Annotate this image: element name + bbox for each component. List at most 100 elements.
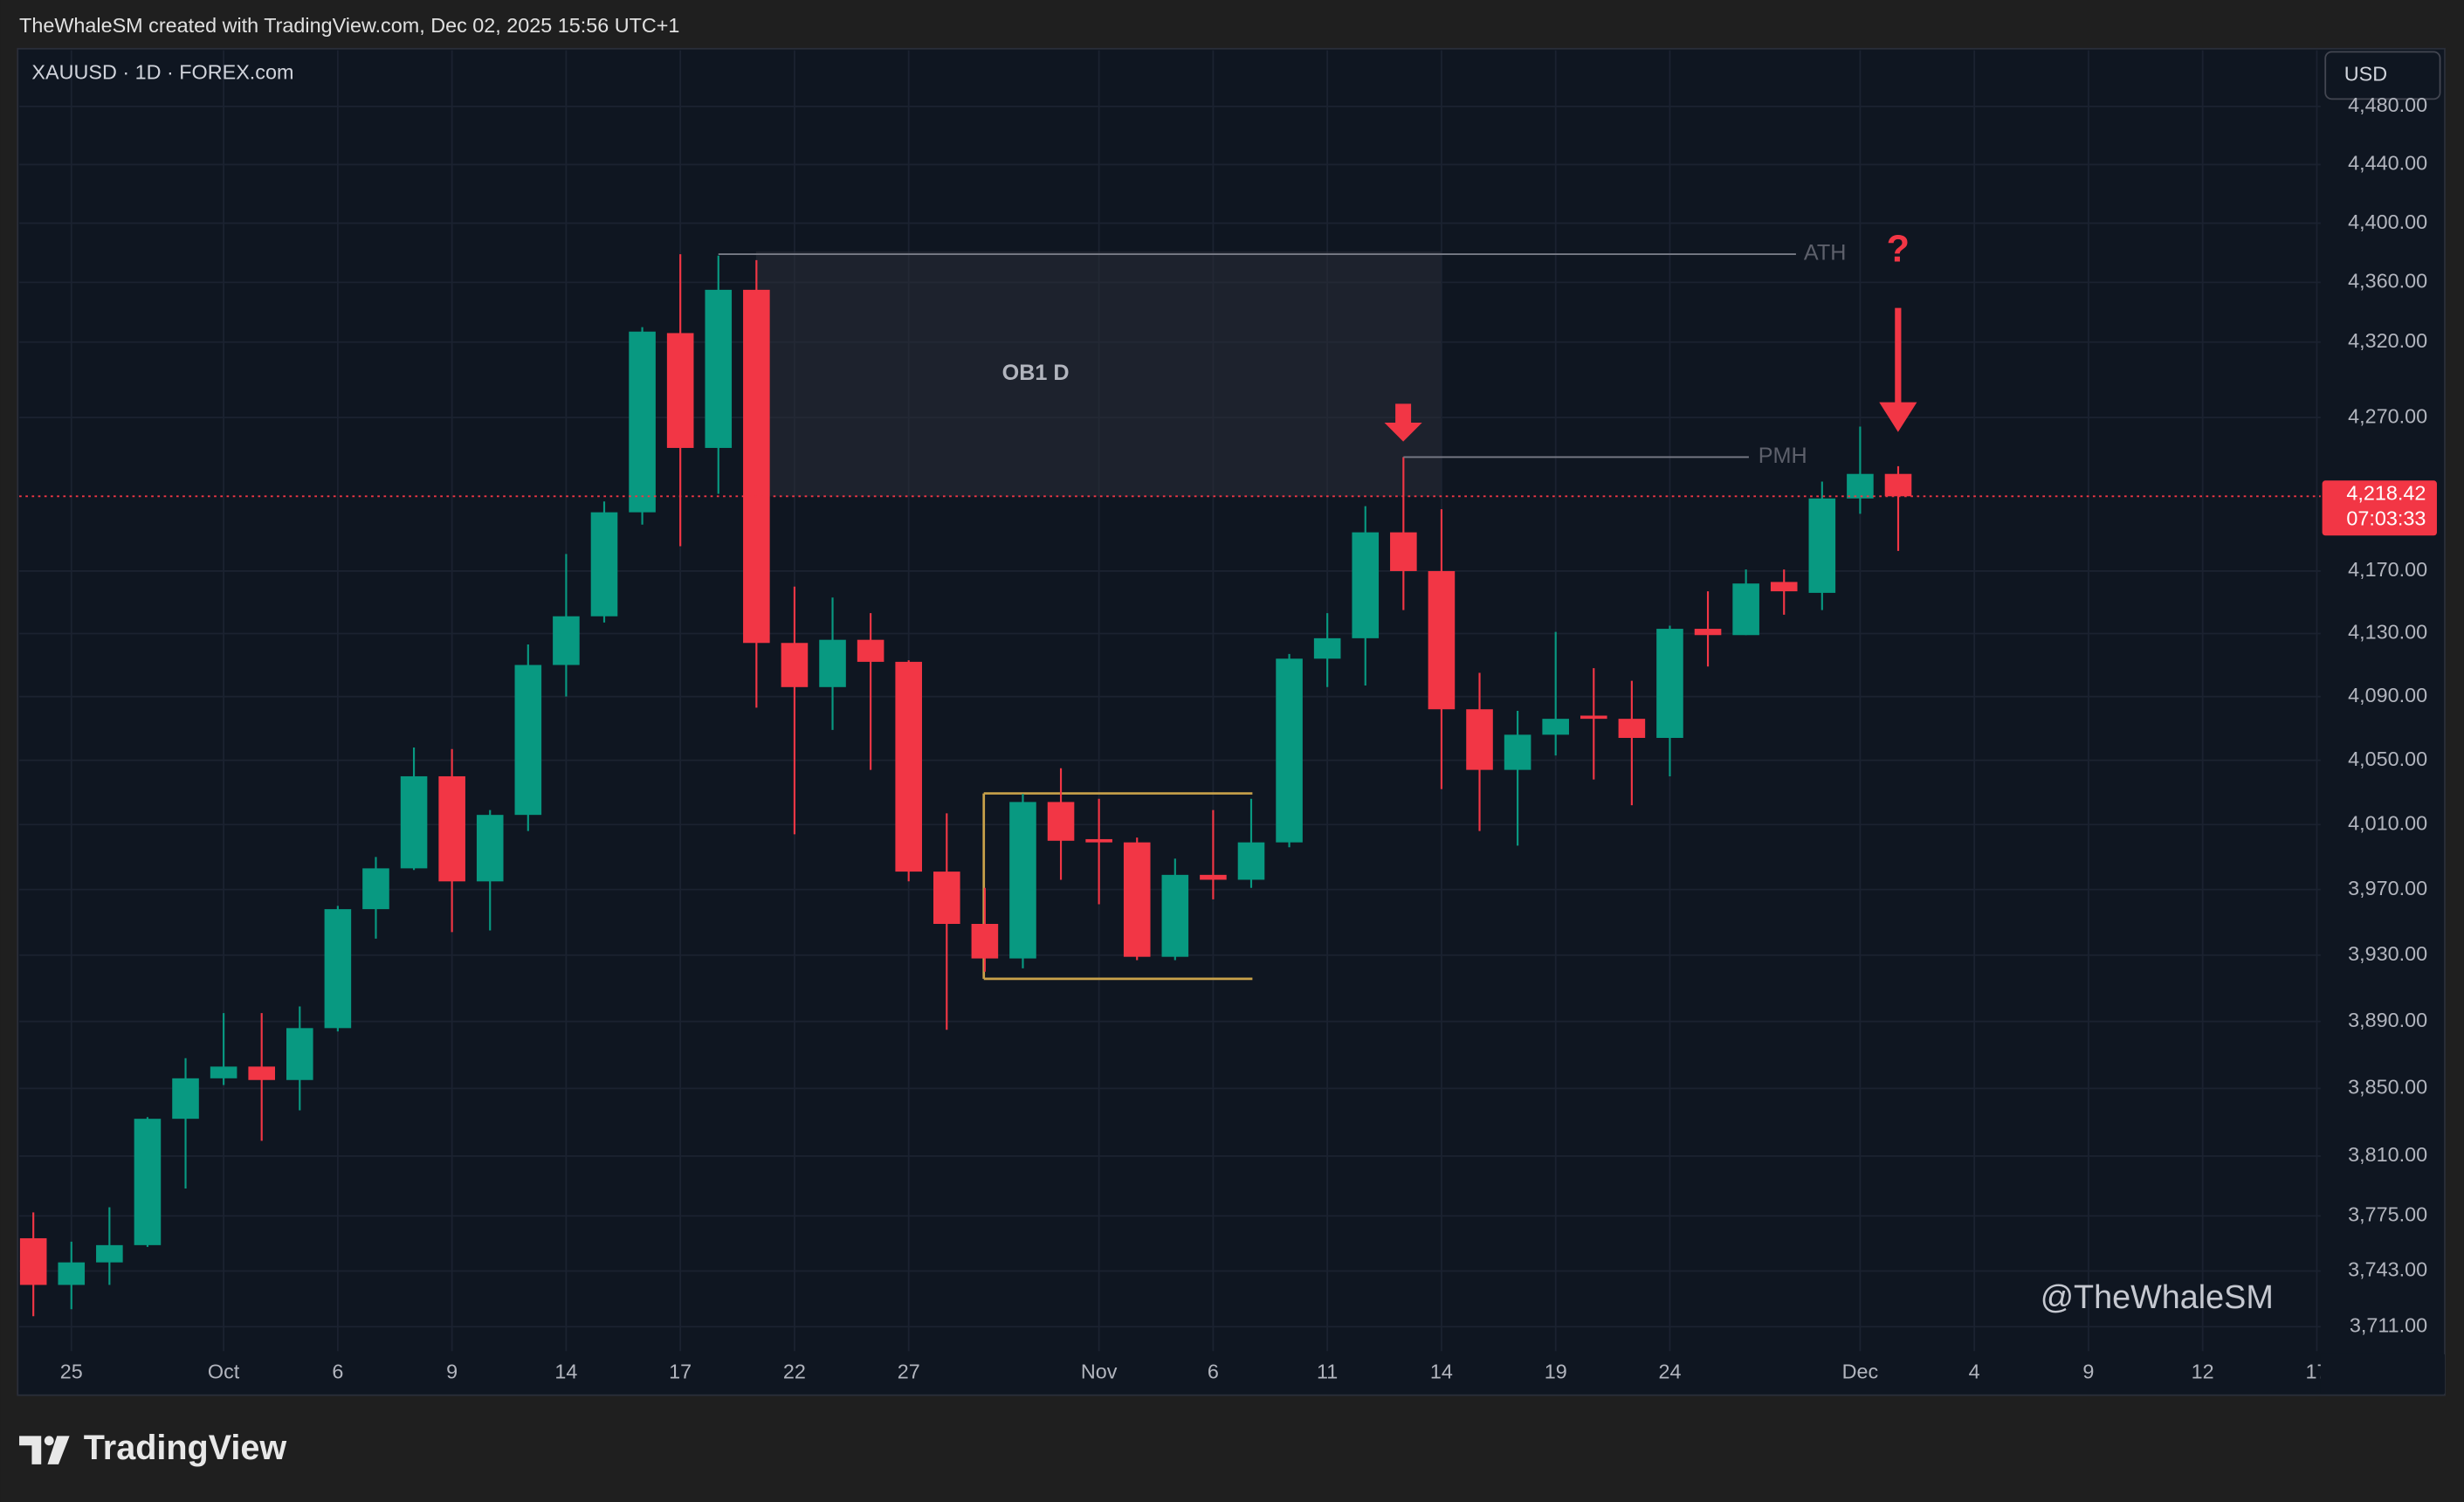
candle-body	[1390, 532, 1417, 571]
candle-body	[1085, 838, 1112, 843]
candle-body	[210, 1066, 237, 1078]
pmh-label: PMH	[1759, 444, 1807, 468]
candle-body	[1542, 719, 1569, 735]
candle-body	[134, 1119, 162, 1245]
x-tick-label: 17	[669, 1361, 692, 1383]
candle-body	[1276, 658, 1303, 843]
candle-body	[286, 1028, 313, 1080]
candle-body	[1808, 498, 1836, 593]
annotations: ATH PMH	[718, 241, 1846, 468]
header: TheWhaleSM created with TradingView.com,…	[19, 14, 679, 37]
currency[interactable]: USD	[2344, 63, 2387, 86]
candle-body	[1504, 734, 1531, 770]
y-tick-label: 3,970.00	[2348, 877, 2427, 899]
ob-zone	[755, 251, 1442, 497]
x-tick-label: Oct	[208, 1361, 240, 1383]
x-tick-label: Dec	[1842, 1361, 1879, 1383]
y-tick-label: 4,010.00	[2348, 811, 2427, 834]
logo-dot	[44, 1436, 54, 1446]
x-tick-label: 6	[332, 1361, 343, 1383]
candles	[19, 254, 2321, 1317]
candle-body	[1123, 842, 1151, 957]
question-mark: ?	[1887, 228, 1910, 270]
candle-body	[514, 665, 542, 816]
x-tick-label: 12	[2192, 1361, 2214, 1383]
candle-body	[1352, 532, 1380, 638]
symbol: XAUUSD · 1D · FOREX.com	[31, 61, 293, 84]
candle-body	[19, 1237, 47, 1285]
y-tick-label: 4,270.00	[2348, 404, 2427, 427]
candle-body	[666, 333, 694, 448]
y-tick-label: 4,130.00	[2348, 621, 2427, 644]
candle-body	[895, 661, 922, 872]
y-tick-label: 4,090.00	[2348, 684, 2427, 706]
candle-body	[58, 1262, 86, 1285]
last-price-label: 4,218.42	[2346, 482, 2426, 505]
x-tick-label: 11	[1317, 1361, 1338, 1383]
candle-body	[248, 1066, 275, 1080]
y-tick-label: 3,890.00	[2348, 1009, 2427, 1031]
countdown: 07:03:33	[2346, 506, 2426, 529]
candle-body	[1618, 719, 1646, 739]
candle-body	[1847, 473, 1874, 499]
ath-label: ATH	[1804, 241, 1846, 265]
chart-panel	[17, 47, 2446, 1396]
candle-body	[553, 616, 580, 665]
y-tick-label: 4,440.00	[2348, 152, 2427, 175]
x-tick-label: 4	[1969, 1361, 1980, 1383]
y-tick-label: 3,850.00	[2348, 1076, 2427, 1099]
candle-body	[1428, 570, 1456, 710]
candle-body	[1200, 874, 1227, 880]
candle-body	[1770, 582, 1798, 592]
candle-body	[1694, 629, 1722, 636]
x-tick-label: 22	[783, 1361, 806, 1383]
y-tick-label: 3,711.00	[2350, 1313, 2427, 1336]
candle-body	[1047, 802, 1075, 841]
candle-body	[1884, 473, 1912, 497]
candle-body	[1313, 637, 1341, 659]
candle-body	[629, 331, 656, 513]
candle-body	[1009, 802, 1036, 959]
candle-body	[743, 289, 770, 644]
watermark: @TheWhaleSM	[2041, 1279, 2274, 1316]
y-tick-label: 3,775.00	[2348, 1203, 2427, 1226]
candle-body	[1237, 842, 1265, 880]
currency-button[interactable]	[2324, 51, 2441, 100]
big-arrow	[1879, 307, 1917, 432]
x-tick-label: 14	[554, 1361, 577, 1383]
candle-body	[400, 775, 428, 869]
candle-body	[476, 815, 504, 882]
brand-logo: TradingView	[19, 1429, 286, 1467]
ob-label: OB1 D	[1002, 361, 1070, 385]
candle-body	[971, 924, 999, 959]
y-tick-label: 4,360.00	[2348, 270, 2427, 293]
y-tick-label: 4,170.00	[2348, 558, 2427, 581]
x-tick-label: 27	[898, 1361, 920, 1383]
candle-body	[781, 643, 809, 687]
candle-body	[1656, 629, 1683, 739]
candle-body	[1732, 583, 1759, 636]
y-tick-label: 3,810.00	[2348, 1143, 2427, 1166]
x-tick-label: 9	[446, 1361, 458, 1383]
y-tick-label: 3,930.00	[2348, 942, 2427, 965]
x-tick-label: 14	[1430, 1361, 1453, 1383]
x-tick-label: Nov	[1081, 1361, 1118, 1383]
y-tick-label: 4,400.00	[2348, 210, 2427, 233]
brand: TradingView	[84, 1429, 287, 1467]
candle-body	[705, 289, 733, 448]
candle-body	[1466, 709, 1493, 770]
candle-body	[96, 1244, 123, 1263]
candle-body	[1161, 874, 1189, 957]
x-tick-label: 19	[1545, 1361, 1567, 1383]
y-tick-label: 3,743.00	[2348, 1258, 2427, 1281]
x-tick-label: 6	[1208, 1361, 1219, 1383]
y-tick-label: 4,320.00	[2348, 329, 2427, 352]
candle-body	[1580, 715, 1607, 720]
candle-body	[324, 909, 352, 1029]
logo-v	[47, 1436, 70, 1464]
candle-body	[819, 639, 846, 687]
candle-body	[172, 1078, 199, 1120]
x-tick-label: 9	[2082, 1361, 2094, 1383]
